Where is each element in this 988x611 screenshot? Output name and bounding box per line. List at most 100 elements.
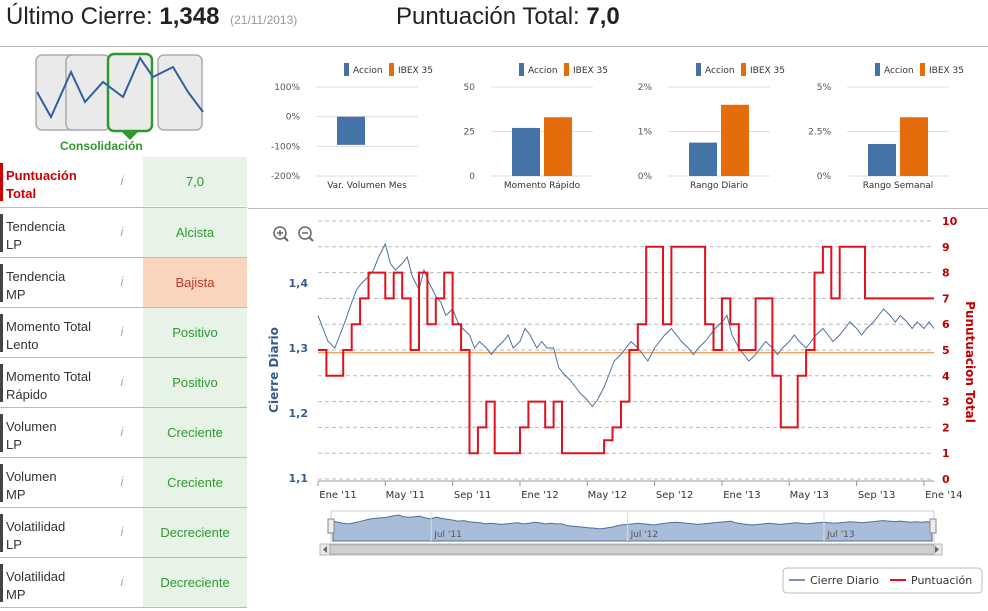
- bar-accion: [868, 143, 896, 176]
- info-icon[interactable]: i: [120, 574, 124, 589]
- row-marker: [0, 314, 3, 352]
- right-tick-label: 10: [942, 215, 958, 228]
- y-tick-label: 1%: [638, 128, 653, 138]
- total-score-label: Puntuación Total:: [396, 3, 580, 30]
- navigator-handle-right[interactable]: [929, 518, 937, 534]
- scrollbar-thumb[interactable]: [329, 544, 935, 555]
- bar-accion: [337, 116, 365, 145]
- row-marker: [0, 514, 3, 552]
- legend-cierre-label: Cierre Diario: [810, 574, 879, 587]
- legend-accion-label: Accion: [705, 66, 735, 76]
- score-row-tendencia-mp: Tendencia MP i Bajista: [0, 258, 247, 308]
- x-tick-label: May '13: [790, 490, 829, 501]
- score-value: 7,0: [143, 157, 247, 206]
- y-tick-label: 0: [469, 172, 475, 182]
- score-value: Bajista: [143, 258, 247, 307]
- row-marker: [0, 414, 3, 452]
- row-marker: [0, 564, 3, 602]
- x-tick-label: Ene '12: [521, 490, 558, 501]
- x-tick-label: May '11: [386, 490, 425, 501]
- score-row-volatilidad-mp: Volatilidad MP i Decreciente: [0, 558, 247, 608]
- info-icon[interactable]: i: [120, 324, 124, 339]
- y-tick-label: 0%: [817, 172, 832, 182]
- legend-ibex-swatch: [741, 63, 746, 76]
- mini-bar-charts: Accion IBEX 35 100% 0% -100% -200% Var. Volume…: [271, 63, 964, 191]
- navigator-label: Jul '11: [433, 530, 462, 540]
- info-icon[interactable]: i: [120, 274, 124, 289]
- x-tick-label: Ene '14: [925, 490, 962, 501]
- series-cierre-diario: [317, 242, 935, 408]
- score-row-tendencia-lp: Tendencia LP i Alcista: [0, 208, 247, 258]
- zoom-in-icon[interactable]: [273, 226, 289, 242]
- divider: [248, 208, 988, 209]
- score-row-volumen-lp: Volumen LP i Creciente: [0, 408, 247, 458]
- right-tick-label: 1: [942, 447, 950, 460]
- right-tick-label: 3: [942, 396, 950, 409]
- legend-ibex-swatch: [920, 63, 925, 76]
- pattern-label: Consolidación: [60, 139, 143, 153]
- x-axis-title: Var. Volumen Mes: [327, 181, 407, 191]
- legend-accion-swatch: [696, 63, 701, 76]
- info-icon[interactable]: i: [120, 173, 124, 188]
- left-axis-title: Cierre Diario: [267, 327, 281, 413]
- left-tick-label: 1,1: [289, 472, 309, 485]
- zoom-out-icon[interactable]: [298, 226, 314, 242]
- info-icon[interactable]: i: [120, 474, 124, 489]
- row-marker: [0, 214, 3, 252]
- y-tick-label: 0%: [286, 113, 301, 123]
- x-tick-label: Sep '11: [454, 490, 492, 501]
- navigator-handle-left[interactable]: [327, 518, 335, 534]
- score-value: Positivo: [143, 358, 247, 407]
- right-tick-label: 0: [942, 473, 950, 486]
- mini-chart-1: Accion IBEX 35 100% 0% -100% -200% Var. Volume…: [271, 63, 433, 191]
- right-tick-label: 7: [942, 292, 950, 305]
- y-tick-label: 25: [464, 128, 475, 138]
- score-row-volatilidad-lp: Volatilidad LP i Decreciente: [0, 508, 247, 558]
- score-name: Volatilidad LP: [6, 519, 66, 552]
- legend-ibex-label: IBEX 35: [573, 66, 608, 76]
- last-close-label: Último Cierre:: [6, 3, 153, 30]
- scroll-right-icon[interactable]: [935, 546, 939, 553]
- zoom-out-handle: [308, 236, 314, 242]
- legend-ibex-label: IBEX 35: [750, 66, 785, 76]
- left-tick-label: 1,4: [289, 277, 309, 290]
- score-value: Positivo: [143, 308, 247, 357]
- navigator-label: Jul '12: [630, 530, 659, 540]
- last-close: Último Cierre: 1,348 (21/11/2013): [6, 3, 297, 31]
- y-tick-label: 50: [464, 83, 476, 93]
- score-value: Creciente: [143, 458, 247, 507]
- x-tick-label: Ene '11: [319, 490, 356, 501]
- right-tick-label: 5: [942, 344, 950, 357]
- x-tick-label: Sep '13: [858, 490, 896, 501]
- score-value: Decreciente: [143, 508, 247, 557]
- total-score-value: 7,0: [586, 3, 620, 30]
- bar-accion: [512, 127, 540, 176]
- info-icon[interactable]: i: [120, 374, 124, 389]
- score-name: Momento Total Lento: [6, 319, 92, 352]
- last-close-value: 1,348: [159, 3, 220, 30]
- left-tick-label: 1,2: [289, 407, 309, 420]
- consolidation-pattern-icon: [33, 52, 208, 140]
- legend-ibex-swatch: [389, 63, 394, 76]
- header: Último Cierre: 1,348 (21/11/2013) Puntua…: [0, 0, 988, 47]
- info-icon[interactable]: i: [120, 524, 124, 539]
- navigator-label: Jul '13: [826, 530, 855, 540]
- score-name: Puntuación Total: [6, 168, 77, 201]
- navigator-area: [332, 514, 933, 542]
- legend-accion-swatch: [519, 63, 524, 76]
- info-icon[interactable]: i: [120, 424, 124, 439]
- score-row-puntuacion-total: Puntuación Total i 7,0: [0, 157, 247, 208]
- y-tick-label: 2.5%: [808, 128, 831, 138]
- score-value: Creciente: [143, 408, 247, 457]
- score-value: Alcista: [143, 208, 247, 257]
- y-tick-label: 100%: [274, 83, 300, 93]
- x-axis-title: Rango Diario: [690, 181, 749, 191]
- bar-ibex: [900, 117, 928, 176]
- scroll-left-icon[interactable]: [323, 546, 327, 553]
- y-tick-label: 5%: [817, 83, 832, 93]
- score-name: Volumen MP: [6, 469, 57, 502]
- legend-ibex-label: IBEX 35: [398, 66, 433, 76]
- x-tick-label: May '12: [588, 490, 627, 501]
- info-icon[interactable]: i: [120, 224, 124, 239]
- x-axis-title: Momento Rápido: [504, 181, 581, 191]
